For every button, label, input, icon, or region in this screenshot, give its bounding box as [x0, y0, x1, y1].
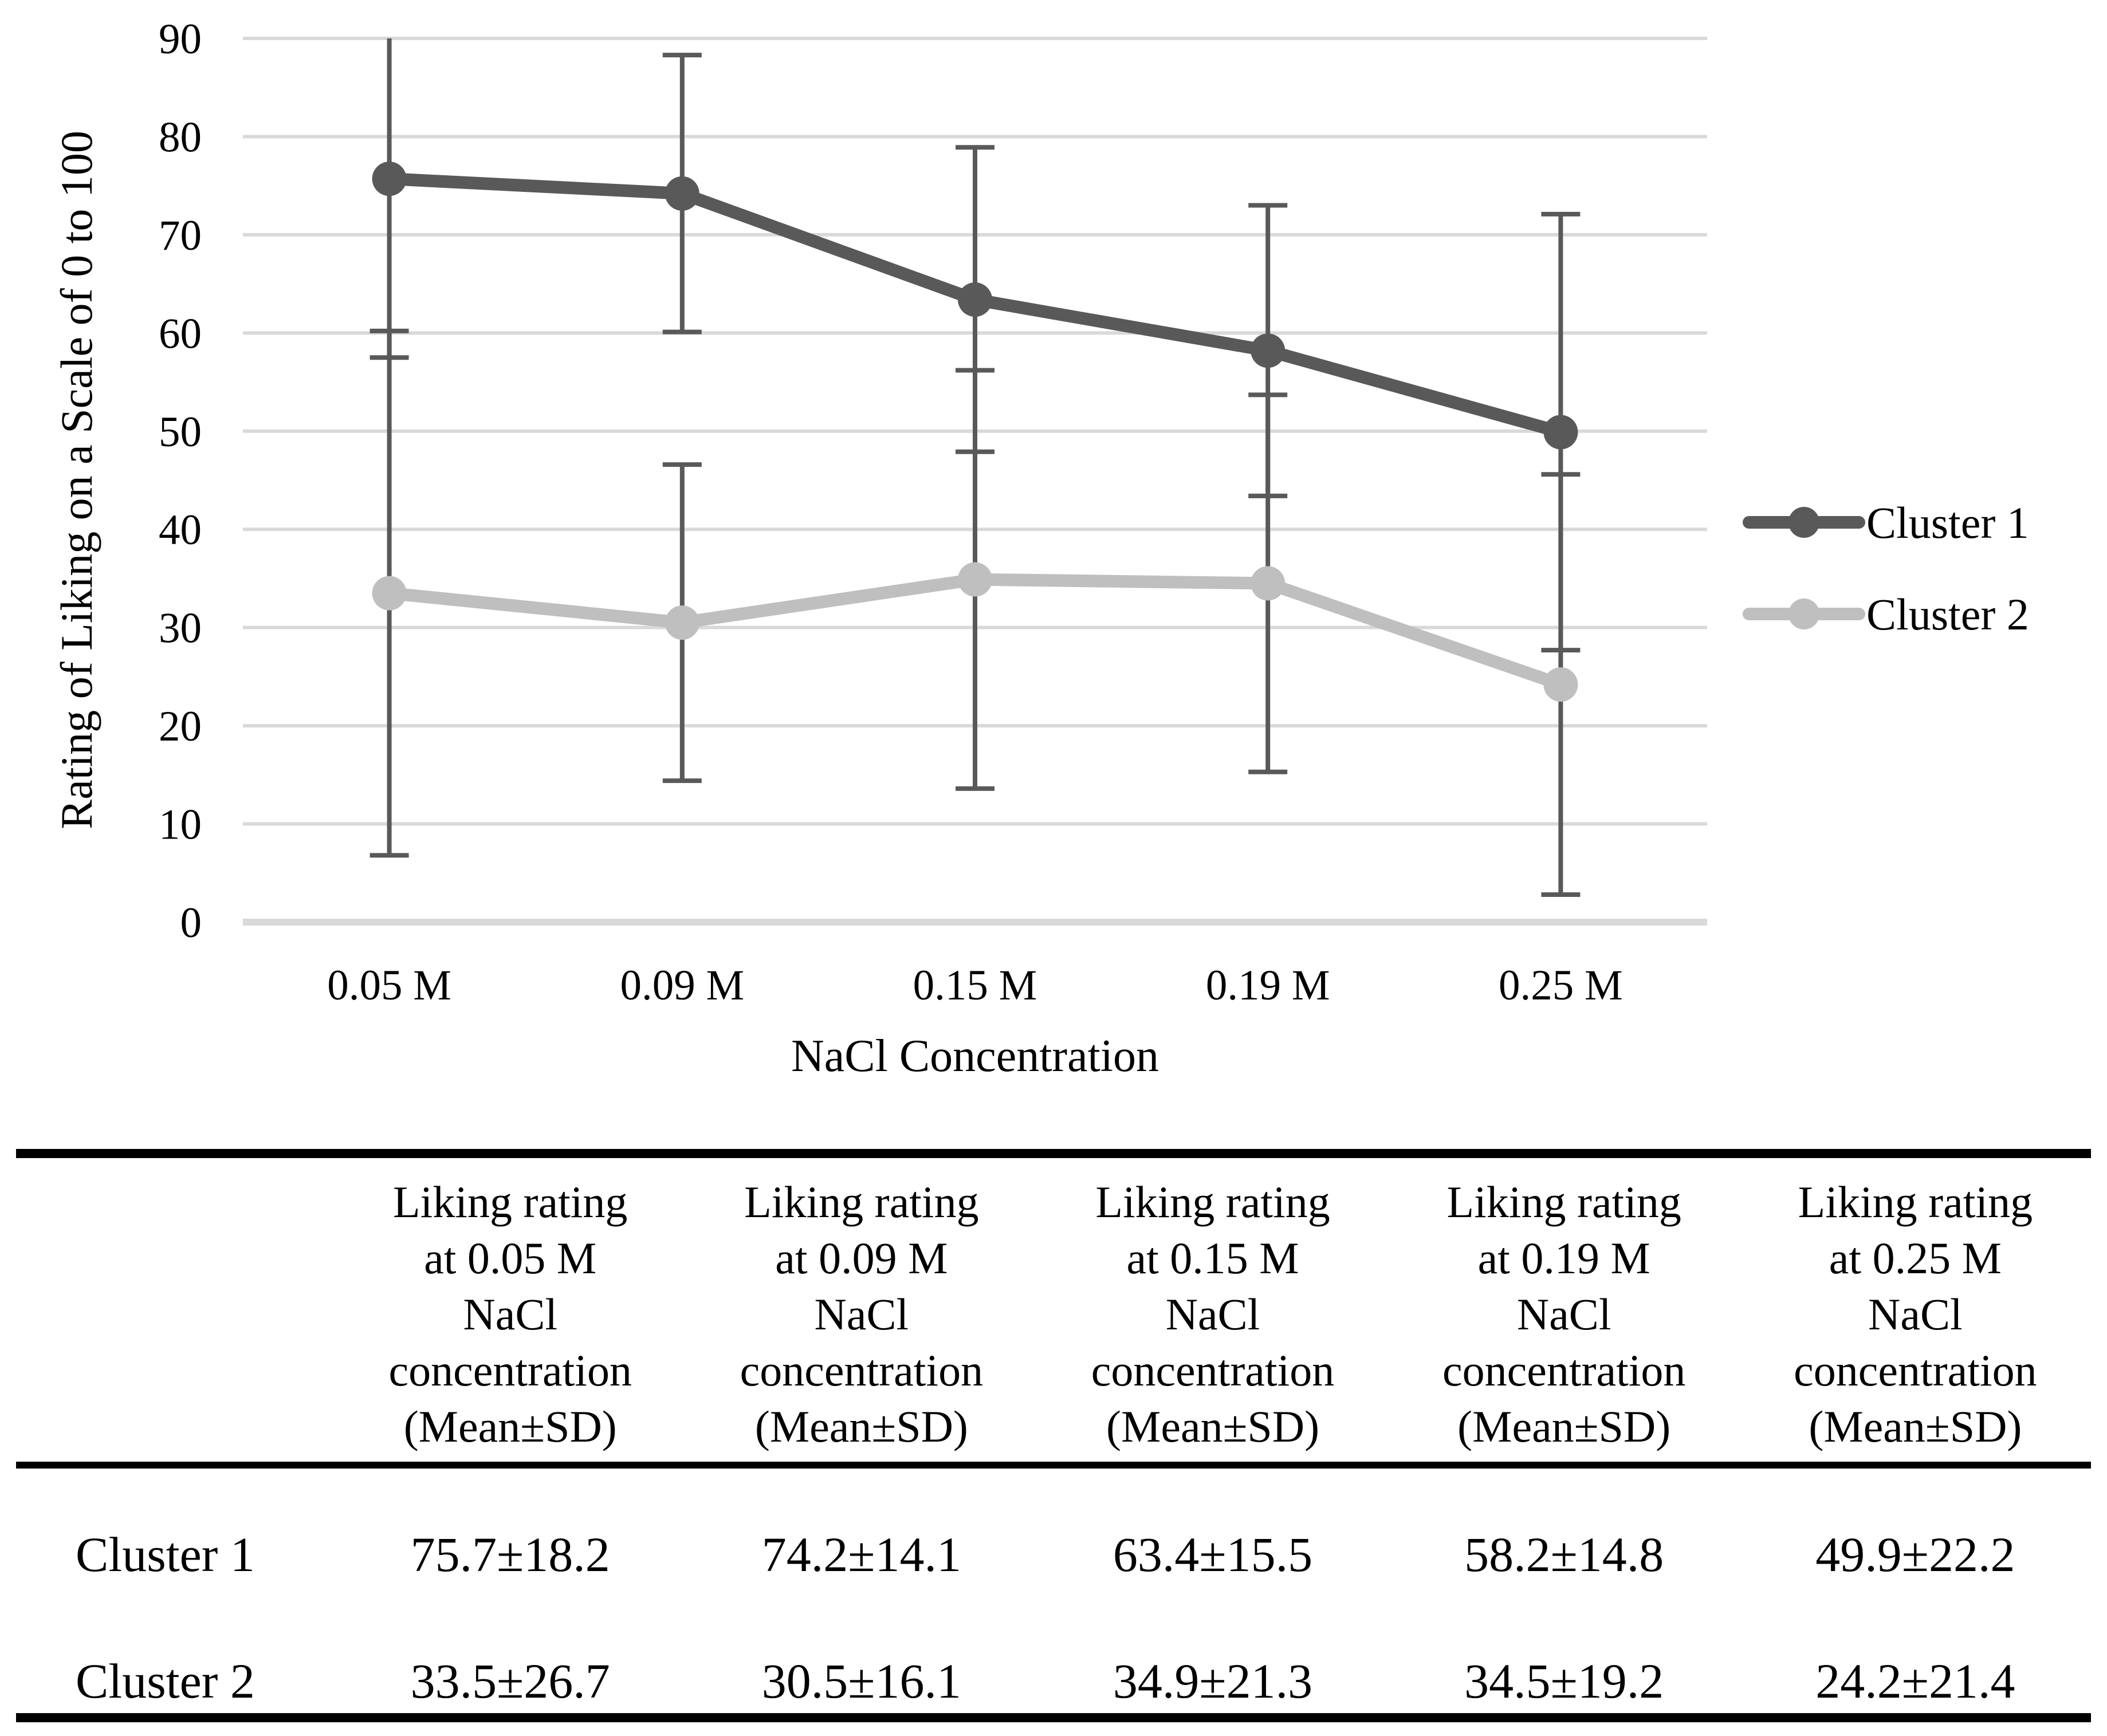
header-line: (Mean±SD)	[754, 1402, 968, 1451]
liking-chart-area: 0 10 20 30 40 50 60 70 80 90 0.05 M 0.09 M 0.15 M 0.1…	[52, 15, 2029, 1081]
y-axis-title: Rating of Liking on a Scale of 0 to 100	[52, 131, 101, 829]
y-tick-label-0: 0	[180, 899, 202, 947]
table-header-0.05m: Liking rating at 0.05 M NaCl concentrati…	[335, 1154, 686, 1469]
x-tick-label-2: 0.15 M	[913, 962, 1037, 1009]
header-line: Liking rating	[1446, 1177, 1681, 1227]
liking-line-chart: 0 10 20 30 40 50 60 70 80 90 0.05 M 0.09 M 0.15 M 0.1…	[52, 15, 2029, 1081]
legend-label-cluster-2: Cluster 2	[1866, 589, 2029, 639]
header-line: at 0.15 M	[1126, 1233, 1299, 1283]
mean-sd-table: Liking rating at 0.05 M NaCl concentrati…	[16, 1149, 2091, 1722]
legend-marker-cluster-2	[1788, 599, 1819, 629]
data-point-cluster-2-2	[958, 562, 992, 597]
table-row-cluster-1: Cluster 1 75.7±18.2 74.2±14.1 63.4±15.5 …	[16, 1465, 2091, 1584]
x-tick-label-4: 0.25 M	[1499, 962, 1623, 1009]
y-tick-label-60: 60	[159, 310, 202, 357]
cell-cluster2-0.25m: 24.2±21.4	[1815, 1654, 2015, 1709]
table-header-0.19m: Liking rating at 0.19 M NaCl concentrati…	[1388, 1154, 1740, 1469]
header-line: NaCl	[814, 1289, 909, 1339]
y-tick-label-20: 20	[159, 703, 202, 750]
header-line: concentration	[1794, 1345, 2037, 1395]
cell-cluster1-0.25m: 49.9±22.2	[1815, 1527, 2015, 1582]
y-tick-label-40: 40	[159, 506, 202, 554]
y-tick-label-80: 80	[159, 113, 202, 161]
row-label-cluster-1: Cluster 1	[76, 1527, 255, 1582]
header-line: NaCl	[1868, 1289, 1963, 1339]
header-line: Liking rating	[1095, 1177, 1330, 1227]
table-header-0.25m: Liking rating at 0.25 M NaCl concentrati…	[1739, 1154, 2091, 1469]
cell-cluster2-0.05m: 33.5±26.7	[410, 1654, 610, 1709]
cell-cluster1-0.19m: 58.2±14.8	[1464, 1527, 1664, 1582]
table-header-row: Liking rating at 0.05 M NaCl concentrati…	[16, 1154, 2091, 1469]
header-line: (Mean±SD)	[403, 1402, 617, 1451]
cell-cluster1-0.09m: 74.2±14.1	[761, 1527, 961, 1582]
y-tick-label-50: 50	[159, 408, 202, 456]
header-line: at 0.05 M	[424, 1233, 597, 1283]
y-tick-label-10: 10	[159, 801, 202, 849]
x-tick-label-0: 0.05 M	[327, 962, 451, 1009]
header-line: Liking rating	[744, 1177, 979, 1227]
header-line: NaCl	[1165, 1289, 1260, 1339]
legend-label-cluster-1: Cluster 1	[1866, 498, 2029, 548]
cell-cluster2-0.09m: 30.5±16.1	[761, 1654, 961, 1709]
header-line: concentration	[388, 1345, 632, 1395]
x-tick-label-1: 0.09 M	[620, 962, 744, 1009]
table-header-0.15m: Liking rating at 0.15 M NaCl concentrati…	[1037, 1154, 1389, 1469]
data-point-cluster-1-2	[958, 282, 992, 317]
x-axis-title: NaCl Concentration	[791, 1031, 1159, 1081]
header-line: at 0.19 M	[1477, 1233, 1650, 1283]
header-line: (Mean±SD)	[1457, 1402, 1671, 1451]
header-line: at 0.09 M	[775, 1233, 948, 1283]
cell-cluster1-0.15m: 63.4±15.5	[1113, 1527, 1313, 1582]
cell-cluster1-0.05m: 75.7±18.2	[410, 1527, 610, 1582]
header-line: concentration	[740, 1345, 984, 1395]
header-line: Liking rating	[393, 1177, 628, 1227]
cell-cluster2-0.15m: 34.9±21.3	[1113, 1654, 1313, 1709]
data-point-cluster-2-1	[665, 605, 699, 640]
header-line: NaCl	[1516, 1289, 1611, 1339]
header-line: (Mean±SD)	[1809, 1402, 2022, 1451]
y-tick-label-70: 70	[159, 212, 202, 259]
table-row-cluster-2: Cluster 2 33.5±26.7 30.5±16.1 34.9±21.3 …	[16, 1584, 2091, 1718]
header-line: concentration	[1091, 1345, 1335, 1395]
header-line: (Mean±SD)	[1106, 1402, 1320, 1451]
header-line: concentration	[1442, 1345, 1686, 1395]
data-point-cluster-2-0	[372, 576, 407, 611]
data-point-cluster-2-4	[1543, 667, 1578, 702]
data-point-cluster-1-3	[1251, 333, 1286, 368]
header-line: at 0.25 M	[1829, 1233, 2002, 1283]
legend-marker-cluster-1	[1788, 507, 1819, 538]
cell-cluster2-0.19m: 34.5±19.2	[1464, 1654, 1664, 1709]
data-point-cluster-2-3	[1251, 566, 1286, 601]
y-tick-label-90: 90	[159, 15, 202, 63]
row-label-cluster-2: Cluster 2	[76, 1654, 255, 1709]
header-line: NaCl	[463, 1289, 558, 1339]
data-point-cluster-1-0	[372, 162, 407, 196]
table-header-0.09m: Liking rating at 0.09 M NaCl concentrati…	[686, 1154, 1037, 1469]
header-line: Liking rating	[1798, 1177, 2033, 1227]
data-point-cluster-1-1	[665, 176, 699, 211]
x-tick-label-3: 0.19 M	[1206, 962, 1330, 1009]
table-corner-cell	[16, 1154, 335, 1469]
y-tick-label-30: 30	[159, 605, 202, 652]
data-point-cluster-1-4	[1543, 415, 1578, 450]
